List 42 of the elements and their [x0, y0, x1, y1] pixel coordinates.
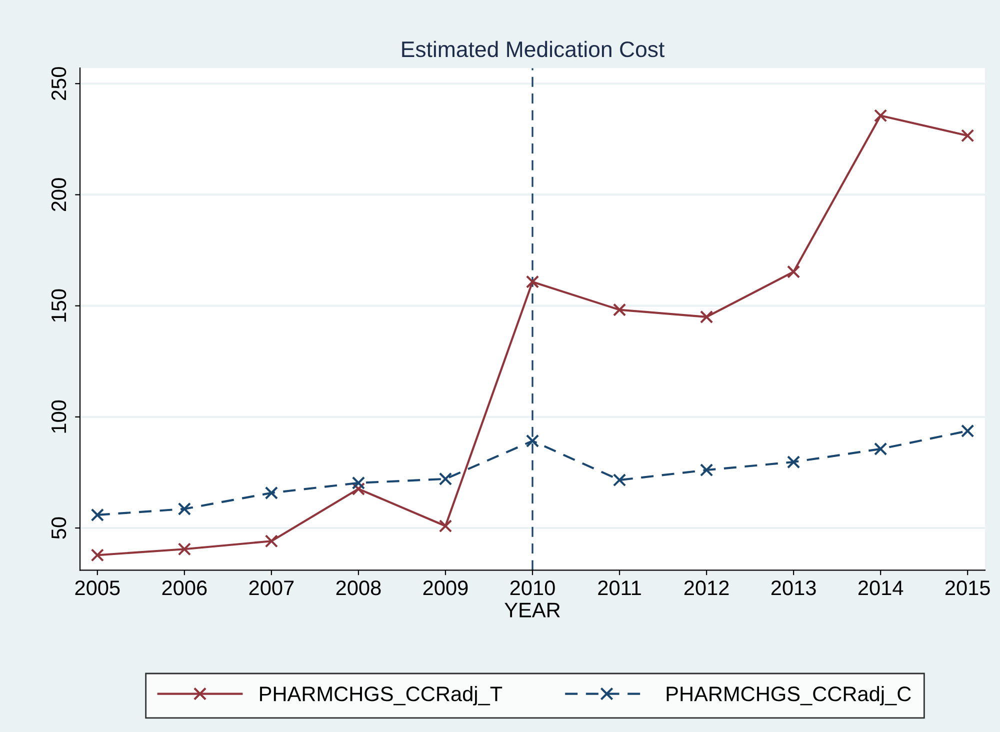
x-tick-label: 2006 [162, 580, 207, 596]
legend-label: PHARMCHGS_CCRadj_C [666, 686, 911, 706]
point [786, 265, 800, 278]
legend-label: PHARMCHGS_CCRadj_T [260, 686, 502, 706]
x-tick-label: 2007 [249, 580, 294, 596]
x-axis-title: YEAR [504, 602, 560, 618]
point [178, 542, 192, 556]
point [438, 519, 452, 533]
x-tick-label: 2015 [945, 580, 990, 596]
y-tick-label: 150 [51, 289, 66, 322]
point [700, 463, 714, 477]
x-tick-label: 2014 [858, 580, 904, 596]
point [90, 548, 104, 562]
y-tick-label: 200 [51, 178, 66, 212]
point [90, 508, 104, 522]
point [352, 476, 366, 490]
x-tick-label: 2005 [75, 580, 120, 596]
point [786, 455, 800, 469]
point [178, 502, 192, 516]
x-tick-label: 2008 [336, 580, 381, 596]
y-tick-label: 100 [51, 400, 66, 433]
chart-title: Estimated Medication Cost [402, 40, 664, 58]
point [874, 109, 888, 122]
point [438, 472, 452, 486]
point [526, 275, 540, 288]
point [960, 424, 974, 438]
x-tick-label: 2011 [598, 580, 641, 596]
y-tick-label: 250 [51, 67, 66, 100]
x-tick-label: 2009 [423, 580, 468, 596]
x-tick-label: 2013 [771, 580, 816, 596]
y-tick-label: 50 [51, 517, 66, 539]
point [264, 486, 278, 500]
point [526, 434, 540, 448]
point [874, 442, 888, 456]
point [700, 310, 714, 324]
point [352, 482, 366, 496]
point [612, 303, 626, 316]
x-tick-label: 2012 [684, 580, 729, 596]
point [264, 534, 278, 548]
point [960, 129, 974, 142]
x-tick-label: 2010 [510, 580, 555, 596]
point [612, 473, 626, 487]
